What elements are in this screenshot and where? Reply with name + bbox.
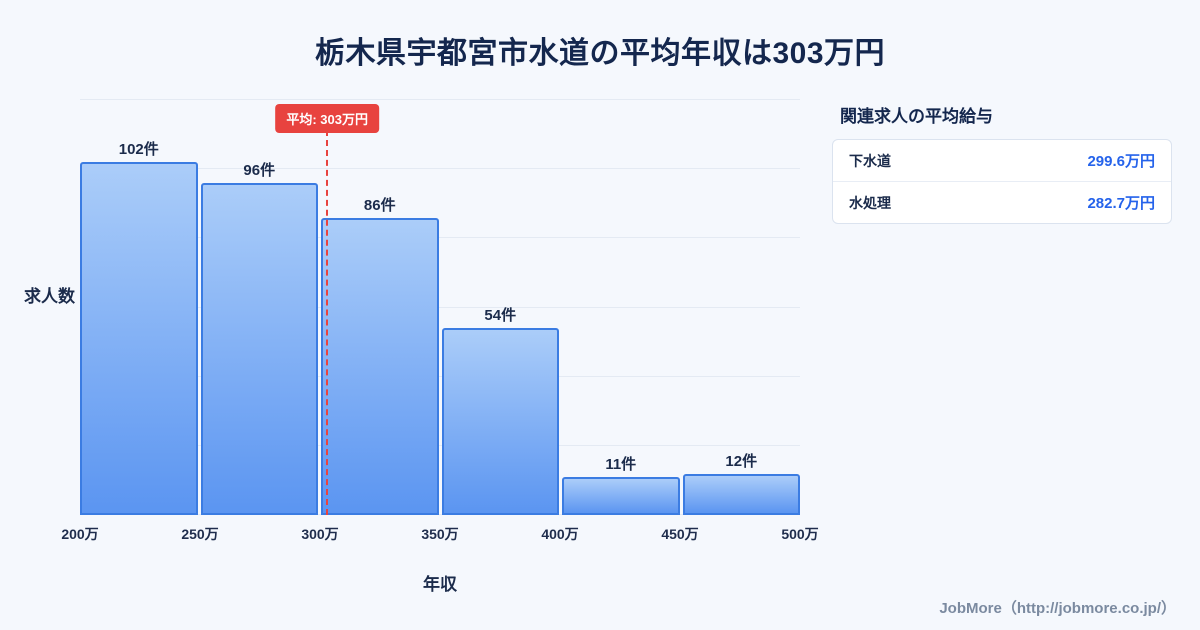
related-job-label: 水処理 (849, 194, 891, 211)
related-job-row: 水処理 282.7万円 (833, 181, 1171, 223)
gridline (80, 375, 800, 377)
x-tick-label: 350万 (421, 526, 459, 542)
histogram-bar: 102件 (80, 141, 198, 515)
x-axis-ticks: 200万 250万 300万 350万 400万 450万 500万 (61, 524, 818, 544)
related-jobs-heading: 関連求人の平均給与 (840, 107, 993, 126)
jobmore-credit: JobMore（http://jobmore.co.jp/） (939, 600, 1176, 617)
x-tick-label: 450万 (661, 526, 699, 542)
histogram-bar: 12件 (682, 453, 800, 515)
histogram-bar: 96件 (200, 162, 318, 515)
x-tick-label: 300万 (301, 526, 339, 542)
x-tick-label: 250万 (181, 526, 219, 542)
y-axis-label: 求人数 (24, 287, 75, 306)
gridline (80, 237, 800, 239)
average-line (326, 130, 329, 515)
gridline (80, 99, 800, 100)
histogram-bars: 102件 96件 86件 54件 11件 12件 (80, 100, 800, 515)
bar-value-label: 96件 (243, 162, 276, 179)
bar-value-label: 11件 (605, 455, 637, 473)
related-job-value: 299.6万円 (1087, 153, 1155, 170)
page-title: 栃木県宇都宮市水道の平均年収は303万円 (314, 37, 886, 70)
plot-area: 102件 96件 86件 54件 11件 12件 平均: 303万円 (80, 99, 800, 515)
related-job-label: 下水道 (849, 152, 891, 169)
related-job-value: 282.7万円 (1087, 195, 1155, 212)
x-tick-label: 500万 (781, 526, 819, 542)
gridline (80, 306, 800, 308)
related-jobs-card: 下水道 299.6万円 水処理 282.7万円 (832, 139, 1172, 224)
x-axis-label: 年収 (423, 575, 457, 594)
bar-value-label: 54件 (484, 307, 517, 325)
x-tick-label: 400万 (541, 526, 579, 542)
gridline (80, 444, 800, 446)
average-label: 平均: 303万円 (275, 104, 380, 133)
x-tick-label: 200万 (61, 526, 99, 542)
bar-value-label: 86件 (363, 196, 396, 214)
histogram-bar: 11件 (562, 456, 680, 515)
gridline (80, 514, 800, 515)
related-job-row: 下水道 299.6万円 (833, 140, 1171, 181)
bar-value-label: 12件 (725, 452, 758, 470)
bar-value-label: 102件 (118, 141, 159, 159)
gridline (80, 168, 800, 170)
histogram-bar: 54件 (441, 307, 559, 515)
histogram-bar: 86件 (321, 197, 439, 515)
